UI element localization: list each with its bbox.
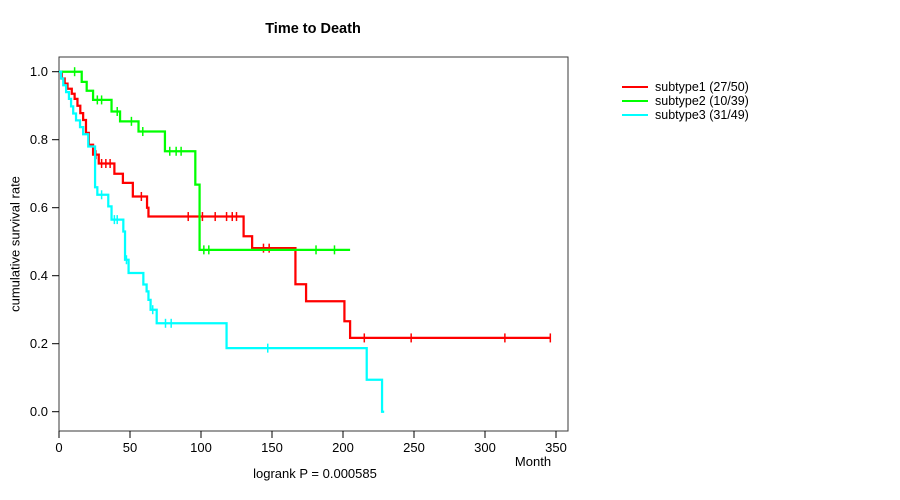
survival-step-line-subtype1 bbox=[59, 70, 551, 340]
x-tick-label: 150 bbox=[261, 440, 283, 455]
x-tick-label: 350 bbox=[545, 440, 567, 455]
x-tick-label: 100 bbox=[190, 440, 212, 455]
y-tick-label: 1.0 bbox=[30, 64, 48, 79]
legend-line-swatch bbox=[622, 100, 648, 102]
curve-subtype3 bbox=[59, 70, 385, 413]
x-tick-label: 0 bbox=[55, 440, 62, 455]
legend-line-swatch bbox=[622, 114, 648, 116]
logrank-pvalue: logrank P = 0.000585 bbox=[253, 466, 377, 481]
legend-item: subtype2 (10/39) bbox=[622, 94, 749, 108]
survival-step-line-subtype3 bbox=[59, 70, 385, 413]
y-axis-ticks: 0.0 0.2 0.4 0.6 0.8 1.0 bbox=[30, 64, 59, 419]
x-tick-label: 200 bbox=[332, 440, 354, 455]
legend: subtype1 (27/50) subtype2 (10/39) subtype3… bbox=[622, 80, 749, 122]
survival-curves bbox=[59, 67, 552, 413]
x-axis-title: Month bbox=[514, 454, 552, 469]
legend-item: subtype1 (27/50) bbox=[622, 80, 749, 94]
legend-item: subtype3 (31/49) bbox=[622, 108, 749, 122]
y-tick-label: 0.8 bbox=[30, 132, 48, 147]
legend-item-label: subtype1 (27/50) bbox=[655, 80, 749, 94]
curve-subtype2 bbox=[59, 67, 351, 255]
x-axis-ticks: 0 50 100 150 200 250 300 350 bbox=[55, 431, 567, 455]
y-tick-label: 0.2 bbox=[30, 336, 48, 351]
chart-title: Time to Death bbox=[265, 21, 361, 37]
y-tick-label: 0.6 bbox=[30, 200, 48, 215]
y-tick-label: 0.0 bbox=[30, 404, 48, 419]
x-tick-label: 250 bbox=[403, 440, 425, 455]
legend-item-label: subtype2 (10/39) bbox=[655, 94, 749, 108]
curve-subtype1 bbox=[59, 70, 552, 343]
plot-frame bbox=[58, 56, 569, 432]
legend-line-swatch bbox=[622, 86, 648, 88]
y-axis-title: cumulative survival rate bbox=[7, 176, 23, 312]
x-tick-label: 300 bbox=[474, 440, 496, 455]
survival-step-line-subtype2 bbox=[59, 70, 351, 251]
x-tick-label: 50 bbox=[123, 440, 137, 455]
y-tick-label: 0.4 bbox=[30, 268, 48, 283]
legend-item-label: subtype3 (31/49) bbox=[655, 108, 749, 122]
